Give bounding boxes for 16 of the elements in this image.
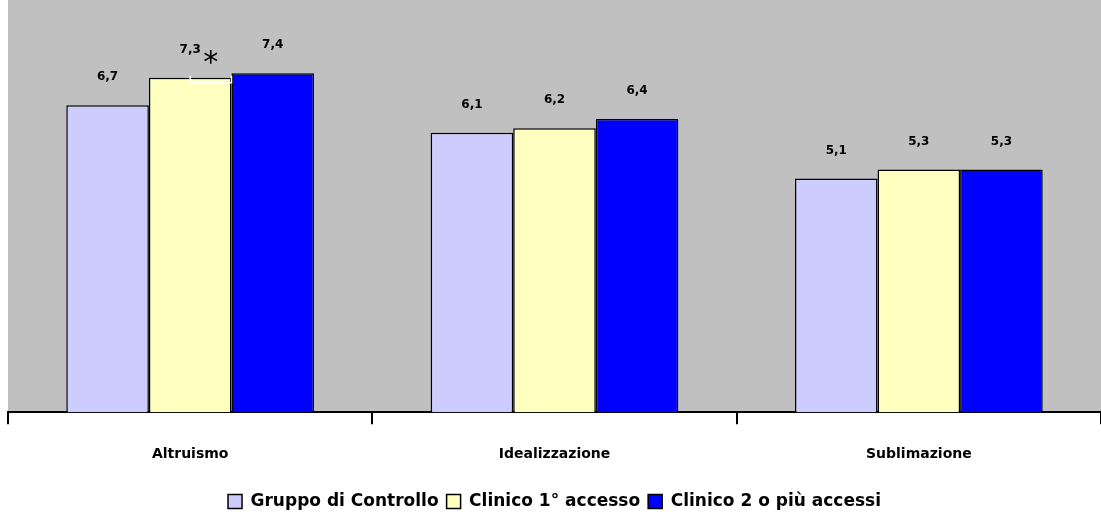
- data-label: 6,1: [461, 96, 483, 111]
- legend-label: Clinico 1° accesso: [469, 489, 641, 510]
- x-tick-label: Altruismo: [151, 445, 229, 462]
- legend-label: Gruppo di Controllo: [250, 489, 439, 510]
- data-label: 6,4: [626, 83, 648, 98]
- legend-label: Clinico 2 o più accessi: [670, 489, 881, 510]
- data-label: 6,7: [96, 69, 119, 84]
- data-label: 5,1: [825, 142, 847, 157]
- x-tick-label: Idealizzazione: [498, 445, 611, 462]
- annotation: *: [203, 43, 219, 79]
- data-label: 5,3: [990, 133, 1013, 148]
- x-tick-label: Sublimazione: [865, 445, 972, 462]
- data-label: 5,3: [908, 133, 930, 148]
- data-label: 6,2: [543, 92, 566, 107]
- data-label: 7,3: [179, 41, 201, 56]
- data-label: 7,4: [262, 37, 284, 52]
